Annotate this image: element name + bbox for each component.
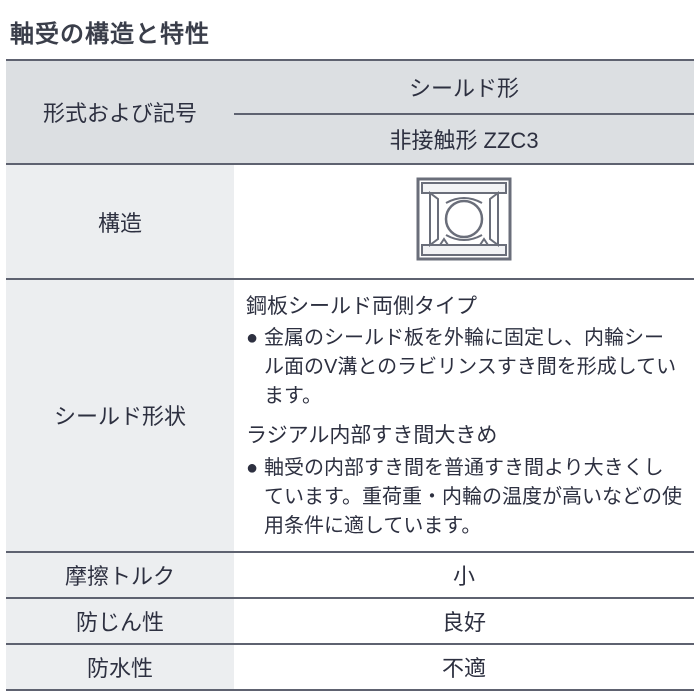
shape-heading-2: ラジアル内部すき間大きめ bbox=[246, 421, 682, 451]
bullet-icon: ● bbox=[246, 454, 264, 483]
row-label-shape: シールド形状 bbox=[6, 279, 234, 552]
friction-value: 小 bbox=[234, 552, 694, 598]
spec-table: 形式および記号 シールド形 非接触形 ZZC3 構造 bbox=[6, 59, 694, 691]
shape-description-cell: 鋼板シールド両側タイプ ● 金属のシールド板を外輪に固定し、内輪シール面のV溝と… bbox=[234, 279, 694, 552]
dust-value: 良好 bbox=[234, 598, 694, 644]
shape-bullet-2: ● 軸受の内部すき間を普通すき間より大きくしています。重荷重・内輪の温度が高いな… bbox=[246, 454, 682, 541]
structure-diagram-cell bbox=[234, 164, 694, 279]
header-noncontact: 非接触形 ZZC3 bbox=[234, 114, 694, 164]
row-label-dust: 防じん性 bbox=[6, 598, 234, 644]
shape-heading-1: 鋼板シールド両側タイプ bbox=[246, 292, 682, 322]
row-label-type: 形式および記号 bbox=[6, 60, 234, 164]
shape-bullet-2-text: 軸受の内部すき間を普通すき間より大きくしています。重荷重・内輪の温度が高いなどの… bbox=[264, 454, 682, 541]
page-title: 軸受の構造と特性 bbox=[6, 8, 694, 59]
row-label-friction: 摩擦トルク bbox=[6, 552, 234, 598]
bearing-cross-section-icon bbox=[410, 173, 518, 265]
bullet-icon: ● bbox=[246, 324, 264, 353]
row-label-water: 防水性 bbox=[6, 644, 234, 690]
water-value: 不適 bbox=[234, 644, 694, 690]
row-label-structure: 構造 bbox=[6, 164, 234, 279]
header-shield-type: シールド形 bbox=[234, 60, 694, 114]
shape-bullet-1: ● 金属のシールド板を外輪に固定し、内輪シール面のV溝とのラビリンスすき間を形成… bbox=[246, 324, 682, 411]
shape-bullet-1-text: 金属のシールド板を外輪に固定し、内輪シール面のV溝とのラビリンスすき間を形成して… bbox=[264, 324, 682, 411]
